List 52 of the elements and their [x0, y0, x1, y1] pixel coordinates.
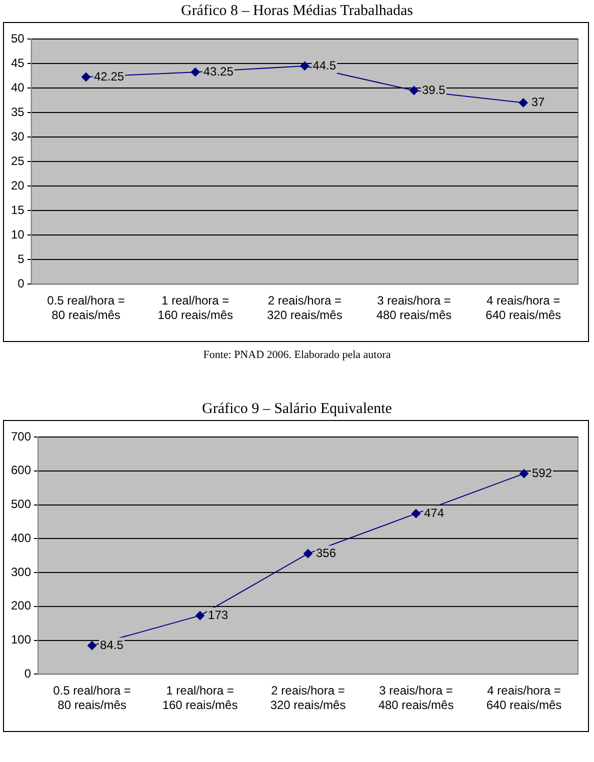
x-tick-label: 1 real/hora = 160 reais/mês: [158, 294, 234, 322]
x-tick-label: 0.5 real/hora = 80 reais/mês: [53, 684, 131, 712]
data-label: 44.5: [312, 58, 336, 72]
chart-title: Gráfico 8 – Horas Médias Trabalhadas: [180, 2, 414, 21]
y-tick-label: 0: [24, 666, 32, 681]
x-tick-label: 0.5 real/hora = 80 reais/mês: [47, 294, 125, 322]
y-tick-label: 45: [10, 56, 25, 70]
source-note: Fonte: PNAD 2006. Elaborado pela autora: [202, 348, 392, 363]
data-label: 173: [208, 608, 228, 622]
data-label: 474: [424, 506, 444, 520]
data-label: 37: [531, 95, 546, 110]
chart-title: Gráfico 9 – Salário Equivalente: [201, 400, 393, 419]
y-tick-label: 100: [10, 632, 32, 647]
x-tick-label: 3 reais/hora = 480 reais/mês: [378, 684, 454, 712]
y-tick-label: 0: [18, 276, 25, 291]
point: [88, 641, 97, 650]
point: [82, 72, 91, 82]
y-tick-label: 700: [10, 429, 32, 444]
point: [518, 98, 528, 108]
point: [300, 61, 310, 70]
data-label: 356: [316, 546, 336, 560]
y-tick-label: 15: [10, 202, 25, 217]
data-label: 43.25: [203, 64, 234, 78]
y-tick-label: 20: [10, 178, 25, 192]
y-tick-label: 25: [10, 154, 25, 168]
x-tick-label: 2 reais/hora = 320 reais/mês: [266, 294, 342, 322]
point: [520, 469, 528, 478]
data-label: 592: [532, 466, 552, 480]
y-tick-label: 400: [10, 530, 32, 545]
y-tick-label: 10: [10, 227, 25, 242]
data-label: 84.5: [100, 638, 124, 652]
data-label: 39.5: [422, 82, 446, 97]
point: [304, 549, 313, 558]
x-tick-label: 2 reais/hora = 320 reais/mês: [270, 684, 346, 712]
point: [190, 68, 200, 77]
x-tick-label: 1 real/hora = 160 reais/mês: [162, 684, 238, 712]
y-tick-label: 40: [10, 80, 25, 94]
x-tick-label: 4 reais/hora = 640 reais/mês: [486, 294, 562, 322]
y-tick-label: 200: [10, 598, 32, 613]
y-tick-label: 50: [10, 31, 25, 46]
y-tick-label: 30: [10, 129, 25, 144]
y-tick-label: 500: [10, 497, 32, 512]
y-tick-label: 600: [10, 463, 32, 478]
point: [410, 86, 419, 95]
point: [196, 611, 205, 620]
data-label: 42.25: [94, 69, 124, 84]
y-tick-label: 5: [18, 252, 25, 266]
x-tick-label: 3 reais/hora = 480 reais/mês: [376, 294, 452, 322]
point: [412, 509, 421, 518]
y-tick-label: 300: [10, 564, 32, 579]
x-tick-label: 4 reais/hora = 640 reais/mês: [486, 684, 562, 712]
y-tick-label: 35: [10, 104, 25, 119]
